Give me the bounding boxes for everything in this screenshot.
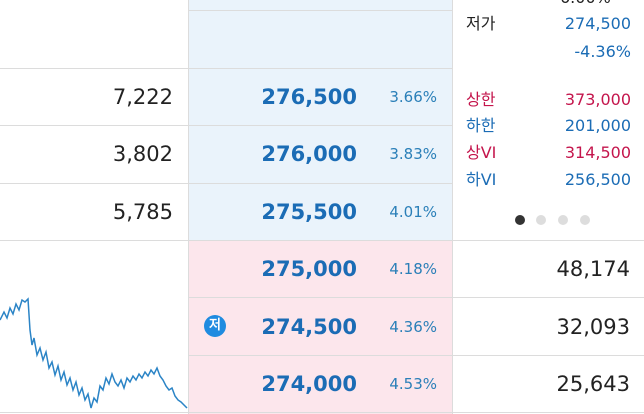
bid-price: 274,000 bbox=[261, 372, 357, 396]
low-label: 저가 bbox=[466, 14, 496, 33]
page-dots[interactable] bbox=[510, 212, 600, 228]
divider bbox=[188, 0, 189, 414]
limit-value: 373,000 bbox=[564, 90, 631, 109]
ask-change: 3.83% bbox=[389, 145, 437, 163]
row-line bbox=[189, 297, 644, 298]
ask-price: 276,500 bbox=[261, 85, 357, 109]
ask-change: 3.66% bbox=[389, 88, 437, 106]
limit-label: 하VI bbox=[466, 170, 497, 189]
limit-label: 상한 bbox=[466, 90, 496, 109]
row-line bbox=[0, 183, 452, 184]
row-line bbox=[189, 10, 452, 11]
limit-value: 201,000 bbox=[564, 116, 631, 135]
row-line bbox=[0, 240, 644, 241]
bid-price: 274,500 bbox=[261, 315, 357, 339]
sparkline bbox=[0, 297, 188, 409]
limit-label: 하한 bbox=[466, 116, 496, 135]
low-value: 274,500 bbox=[564, 14, 631, 33]
bid-background bbox=[189, 240, 452, 414]
bid-quantity: 32,093 bbox=[556, 315, 630, 339]
partial-text: 6.00% bbox=[560, 0, 611, 10]
bid-change: 4.36% bbox=[389, 318, 437, 336]
row-line bbox=[0, 412, 644, 413]
limit-label: 상VI bbox=[466, 143, 497, 162]
bid-change: 4.53% bbox=[389, 375, 437, 393]
limit-value: 256,500 bbox=[564, 170, 631, 189]
bid-change: 4.18% bbox=[389, 260, 437, 278]
bid-quantity: 48,174 bbox=[556, 257, 630, 281]
divider bbox=[452, 0, 453, 414]
ask-change: 4.01% bbox=[389, 203, 437, 221]
ask-quantity: 3,802 bbox=[112, 142, 173, 166]
bid-quantity: 25,643 bbox=[556, 372, 630, 396]
row-line bbox=[189, 355, 644, 356]
low-change: -4.36% bbox=[574, 42, 631, 61]
ask-price: 275,500 bbox=[261, 200, 357, 224]
ask-quantity: 7,222 bbox=[112, 85, 173, 109]
row-line bbox=[0, 125, 452, 126]
ask-quantity: 5,785 bbox=[112, 200, 173, 224]
bid-price: 275,000 bbox=[261, 257, 357, 281]
ask-background bbox=[189, 0, 452, 240]
row-line bbox=[0, 68, 452, 69]
low-badge: 저 bbox=[204, 315, 226, 337]
ask-price: 276,000 bbox=[261, 142, 357, 166]
limit-value: 314,500 bbox=[564, 143, 631, 162]
